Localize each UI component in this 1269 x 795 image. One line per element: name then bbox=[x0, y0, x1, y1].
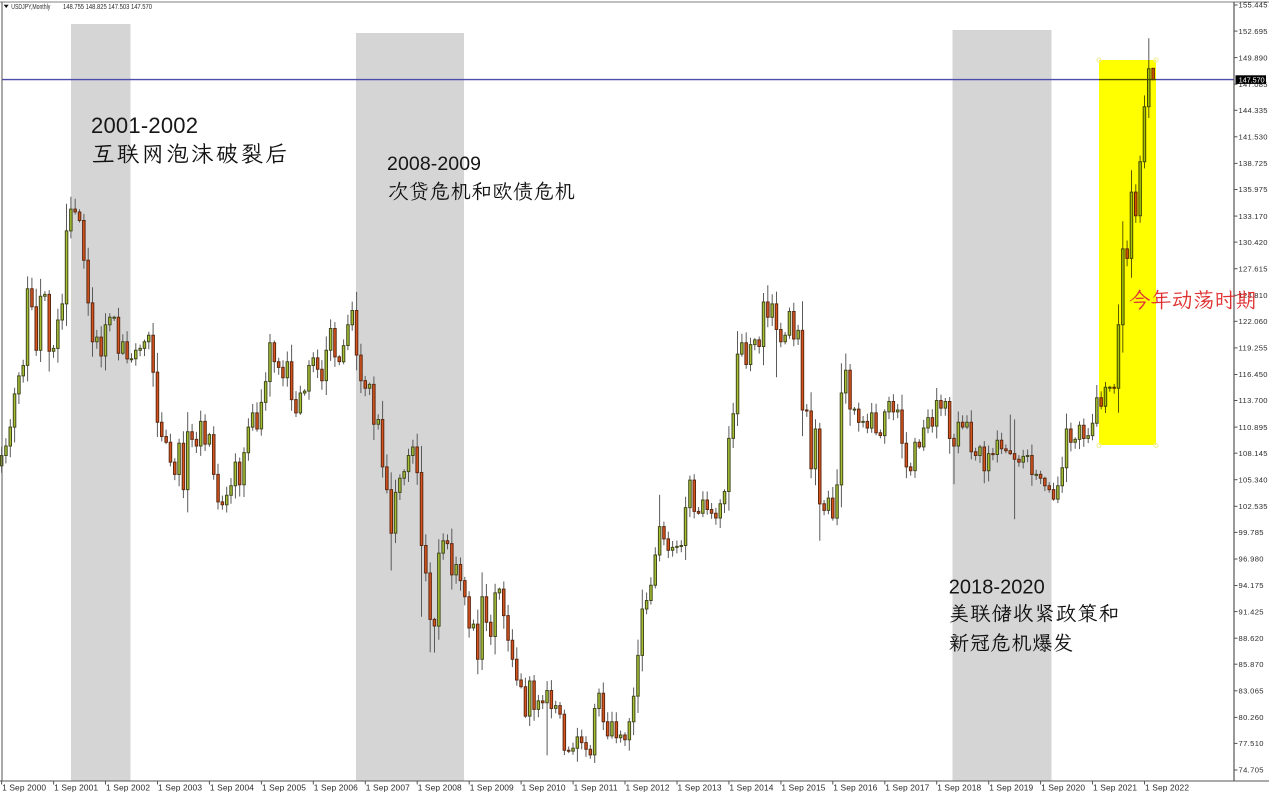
svg-text:1 Sep 2020: 1 Sep 2020 bbox=[1041, 783, 1085, 793]
svg-text:77.510: 77.510 bbox=[1239, 739, 1264, 748]
svg-text:2001-2002: 2001-2002 bbox=[91, 113, 198, 138]
svg-text:1 Sep 2000: 1 Sep 2000 bbox=[2, 783, 46, 793]
svg-text:127.615: 127.615 bbox=[1239, 264, 1268, 273]
svg-text:113.700: 113.700 bbox=[1239, 396, 1268, 405]
svg-text:147.085: 147.085 bbox=[1239, 80, 1268, 89]
svg-text:96.980: 96.980 bbox=[1239, 555, 1264, 564]
svg-text:88.620: 88.620 bbox=[1239, 634, 1264, 643]
svg-text:155.445: 155.445 bbox=[1239, 1, 1268, 10]
svg-text:135.975: 135.975 bbox=[1239, 185, 1268, 194]
svg-text:110.895: 110.895 bbox=[1239, 423, 1268, 432]
svg-text:148.755 148.825 147.503 147.57: 148.755 148.825 147.503 147.570 bbox=[63, 2, 152, 11]
svg-text:147.570: 147.570 bbox=[1239, 75, 1265, 84]
svg-text:1 Sep 2022: 1 Sep 2022 bbox=[1145, 783, 1189, 793]
svg-text:94.175: 94.175 bbox=[1239, 581, 1264, 590]
svg-text:USDJPY,Monthly: USDJPY,Monthly bbox=[11, 2, 50, 11]
svg-text:1 Sep 2019: 1 Sep 2019 bbox=[989, 783, 1033, 793]
svg-text:1 Sep 2002: 1 Sep 2002 bbox=[106, 783, 150, 793]
svg-text:1 Sep 2012: 1 Sep 2012 bbox=[626, 783, 670, 793]
svg-text:141.530: 141.530 bbox=[1239, 133, 1268, 142]
svg-text:2018-2020: 2018-2020 bbox=[949, 577, 1045, 599]
svg-text:105.340: 105.340 bbox=[1239, 475, 1268, 484]
svg-text:1 Sep 2013: 1 Sep 2013 bbox=[678, 783, 722, 793]
svg-text:91.425: 91.425 bbox=[1239, 607, 1264, 616]
svg-text:116.450: 116.450 bbox=[1239, 370, 1268, 379]
svg-text:119.255: 119.255 bbox=[1239, 344, 1268, 353]
svg-text:1 Sep 2004: 1 Sep 2004 bbox=[210, 783, 254, 793]
svg-text:133.170: 133.170 bbox=[1239, 212, 1268, 221]
svg-text:1 Sep 2008: 1 Sep 2008 bbox=[418, 783, 462, 793]
svg-text:1 Sep 2018: 1 Sep 2018 bbox=[937, 783, 981, 793]
svg-text:1 Sep 2021: 1 Sep 2021 bbox=[1093, 783, 1137, 793]
svg-text:1 Sep 2015: 1 Sep 2015 bbox=[781, 783, 825, 793]
svg-text:1 Sep 2001: 1 Sep 2001 bbox=[54, 783, 98, 793]
svg-text:144.335: 144.335 bbox=[1239, 106, 1268, 115]
svg-text:102.535: 102.535 bbox=[1239, 502, 1268, 511]
svg-text:1 Sep 2005: 1 Sep 2005 bbox=[262, 783, 306, 793]
svg-text:83.065: 83.065 bbox=[1239, 687, 1264, 696]
svg-text:74.705: 74.705 bbox=[1239, 766, 1264, 775]
svg-text:1 Sep 2010: 1 Sep 2010 bbox=[522, 783, 566, 793]
svg-text:130.420: 130.420 bbox=[1239, 238, 1268, 247]
svg-text:149.890: 149.890 bbox=[1239, 53, 1268, 62]
svg-text:152.695: 152.695 bbox=[1239, 27, 1268, 36]
svg-text:124.810: 124.810 bbox=[1239, 291, 1268, 300]
svg-text:2008-2009: 2008-2009 bbox=[387, 153, 481, 175]
svg-text:122.060: 122.060 bbox=[1239, 317, 1268, 326]
svg-text:1 Sep 2007: 1 Sep 2007 bbox=[366, 783, 410, 793]
svg-text:108.145: 108.145 bbox=[1239, 449, 1268, 458]
svg-text:1 Sep 2011: 1 Sep 2011 bbox=[574, 783, 618, 793]
svg-text:1 Sep 2016: 1 Sep 2016 bbox=[833, 783, 877, 793]
svg-text:85.870: 85.870 bbox=[1239, 660, 1264, 669]
svg-text:1 Sep 2003: 1 Sep 2003 bbox=[158, 783, 202, 793]
svg-text:1 Sep 2006: 1 Sep 2006 bbox=[314, 783, 358, 793]
svg-text:99.785: 99.785 bbox=[1239, 528, 1264, 537]
svg-text:1 Sep 2009: 1 Sep 2009 bbox=[470, 783, 514, 793]
svg-text:138.725: 138.725 bbox=[1239, 159, 1268, 168]
svg-text:1 Sep 2017: 1 Sep 2017 bbox=[885, 783, 929, 793]
svg-text:1 Sep 2014: 1 Sep 2014 bbox=[729, 783, 773, 793]
svg-text:80.260: 80.260 bbox=[1239, 713, 1264, 722]
